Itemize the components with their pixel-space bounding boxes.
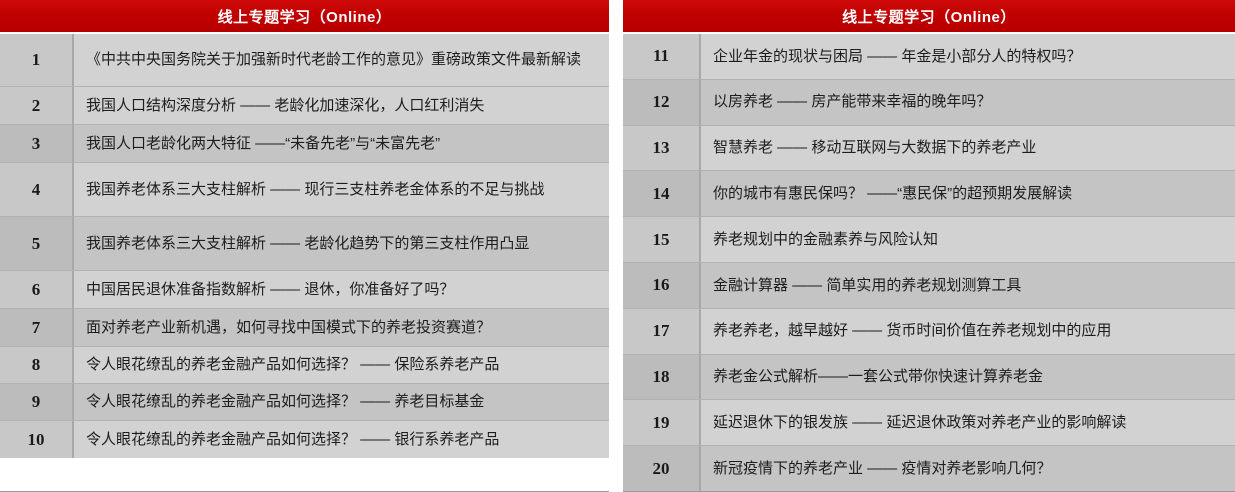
table-body-left: 1 《中共中央国务院关于加强新时代老龄工作的意见》重磅政策文件最新解读 2 我国… xyxy=(0,34,609,492)
table-row[interactable]: 18 养老金公式解析——一套公式带你快速计算养老金 xyxy=(623,353,1235,400)
row-number: 3 xyxy=(0,125,74,162)
row-title: 你的城市有惠民保吗？ ——“惠民保”的超预期发展解读 xyxy=(701,171,1235,217)
row-number: 20 xyxy=(623,446,701,491)
row-title: 智慧养老 —— 移动互联网与大数据下的养老产业 xyxy=(701,125,1235,171)
row-number: 16 xyxy=(623,262,701,308)
row-number: 11 xyxy=(623,34,701,79)
row-number: 7 xyxy=(0,309,74,346)
row-title: 我国养老体系三大支柱解析 —— 老龄化趋势下的第三支柱作用凸显 xyxy=(74,217,609,270)
row-title: 企业年金的现状与困局 —— 年金是小部分人的特权吗？ xyxy=(701,34,1235,79)
row-number: 10 xyxy=(0,421,74,458)
table-row[interactable]: 15 养老规划中的金融素养与风险认知 xyxy=(623,216,1235,262)
table-row[interactable]: 5 我国养老体系三大支柱解析 —— 老龄化趋势下的第三支柱作用凸显 xyxy=(0,216,609,270)
table-row[interactable]: 16 金融计算器 —— 简单实用的养老规划测算工具 xyxy=(623,261,1235,308)
table-row[interactable]: 17 养老养老，越早越好 —— 货币时间价值在养老规划中的应用 xyxy=(623,307,1235,354)
row-title: 令人眼花缭乱的养老金融产品如何选择？ —— 银行系养老产品 xyxy=(74,421,609,458)
row-number: 17 xyxy=(623,308,701,354)
table-row[interactable]: 8 令人眼花缭乱的养老金融产品如何选择？ —— 保险系养老产品 xyxy=(0,346,609,383)
table-row[interactable]: 3 我国人口老龄化两大特征 ——“未备先老”与“未富先老” xyxy=(0,124,609,162)
row-number: 12 xyxy=(623,79,701,125)
row-number: 19 xyxy=(623,400,701,446)
table-row[interactable]: 20 新冠疫情下的养老产业 —— 疫情对养老影响几何？ xyxy=(623,445,1235,491)
row-number: 8 xyxy=(0,347,74,383)
row-number: 9 xyxy=(0,384,74,420)
table-header-left: 线上专题学习（Online） xyxy=(0,0,609,34)
table-row[interactable]: 4 我国养老体系三大支柱解析 —— 现行三支柱养老金体系的不足与挑战 xyxy=(0,162,609,216)
row-title: 我国养老体系三大支柱解析 —— 现行三支柱养老金体系的不足与挑战 xyxy=(74,163,609,216)
table-row[interactable]: 1 《中共中央国务院关于加强新时代老龄工作的意见》重磅政策文件最新解读 xyxy=(0,34,609,86)
table-row[interactable]: 11 企业年金的现状与困局 —— 年金是小部分人的特权吗？ xyxy=(623,34,1235,79)
table-body-right: 11 企业年金的现状与困局 —— 年金是小部分人的特权吗？ 12 以房养老 ——… xyxy=(623,34,1235,492)
row-title: 我国人口老龄化两大特征 ——“未备先老”与“未富先老” xyxy=(74,125,609,162)
row-title: 养老养老，越早越好 —— 货币时间价值在养老规划中的应用 xyxy=(701,308,1235,354)
table-row[interactable]: 19 延迟退休下的银发族 —— 延迟退休政策对养老产业的影响解读 xyxy=(623,399,1235,446)
table-row[interactable]: 2 我国人口结构深度分析 —— 老龄化加速深化，人口红利消失 xyxy=(0,86,609,124)
row-number: 5 xyxy=(0,217,74,270)
row-title: 《中共中央国务院关于加强新时代老龄工作的意见》重磅政策文件最新解读 xyxy=(74,34,609,86)
row-title: 中国居民退休准备指数解析 —— 退休，你准备好了吗？ xyxy=(74,271,609,308)
row-title: 面对养老产业新机遇，如何寻找中国模式下的养老投资赛道？ xyxy=(74,309,609,346)
course-table-left: 线上专题学习（Online） 1 《中共中央国务院关于加强新时代老龄工作的意见》… xyxy=(0,0,609,492)
table-header-right: 线上专题学习（Online） xyxy=(623,0,1235,34)
table-row[interactable]: 12 以房养老 —— 房产能带来幸福的晚年吗？ xyxy=(623,78,1235,125)
table-row[interactable]: 13 智慧养老 —— 移动互联网与大数据下的养老产业 xyxy=(623,124,1235,171)
row-number: 18 xyxy=(623,354,701,400)
row-title: 令人眼花缭乱的养老金融产品如何选择？ —— 养老目标基金 xyxy=(74,384,609,420)
row-title: 令人眼花缭乱的养老金融产品如何选择？ —— 保险系养老产品 xyxy=(74,347,609,383)
table-row[interactable]: 9 令人眼花缭乱的养老金融产品如何选择？ —— 养老目标基金 xyxy=(0,383,609,420)
row-title: 金融计算器 —— 简单实用的养老规划测算工具 xyxy=(701,262,1235,308)
row-number: 13 xyxy=(623,125,701,171)
table-row[interactable]: 6 中国居民退休准备指数解析 —— 退休，你准备好了吗？ xyxy=(0,270,609,308)
row-number: 6 xyxy=(0,271,74,308)
table-row[interactable]: 10 令人眼花缭乱的养老金融产品如何选择？ —— 银行系养老产品 xyxy=(0,420,609,458)
row-number: 15 xyxy=(623,217,701,262)
row-number: 2 xyxy=(0,87,74,124)
row-title: 养老规划中的金融素养与风险认知 xyxy=(701,217,1235,262)
table-row[interactable]: 14 你的城市有惠民保吗？ ——“惠民保”的超预期发展解读 xyxy=(623,170,1235,217)
row-title: 以房养老 —— 房产能带来幸福的晚年吗？ xyxy=(701,79,1235,125)
row-title: 养老金公式解析——一套公式带你快速计算养老金 xyxy=(701,354,1235,400)
row-number: 4 xyxy=(0,163,74,216)
row-number: 14 xyxy=(623,171,701,217)
row-title: 延迟退休下的银发族 —— 延迟退休政策对养老产业的影响解读 xyxy=(701,400,1235,446)
row-title: 我国人口结构深度分析 —— 老龄化加速深化，人口红利消失 xyxy=(74,87,609,124)
course-table-right: 线上专题学习（Online） 11 企业年金的现状与困局 —— 年金是小部分人的… xyxy=(623,0,1235,492)
table-row[interactable]: 7 面对养老产业新机遇，如何寻找中国模式下的养老投资赛道？ xyxy=(0,308,609,346)
row-number: 1 xyxy=(0,34,74,86)
row-title: 新冠疫情下的养老产业 —— 疫情对养老影响几何？ xyxy=(701,446,1235,491)
